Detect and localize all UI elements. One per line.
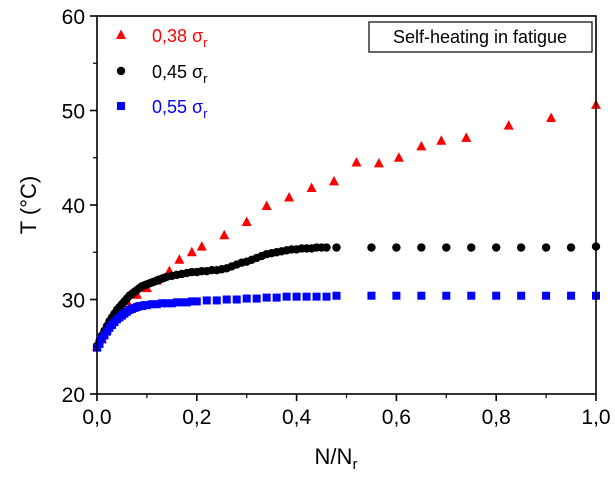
data-point <box>322 243 331 252</box>
y-tick-label: 60 <box>62 6 85 29</box>
data-point <box>302 292 311 301</box>
data-point <box>152 300 161 309</box>
x-tick-label: 1,0 <box>581 406 610 429</box>
data-point <box>262 293 271 302</box>
data-point <box>261 200 272 210</box>
data-point <box>147 300 156 309</box>
y-axis-label: T (°C) <box>16 176 41 235</box>
data-point <box>177 298 186 307</box>
data-point <box>467 291 476 300</box>
data-point <box>182 298 191 307</box>
data-point <box>542 291 551 300</box>
data-point <box>392 243 401 252</box>
data-point <box>393 152 404 162</box>
data-point <box>196 241 207 251</box>
legend-marker <box>116 66 126 76</box>
x-tick-label: 0,8 <box>482 406 511 429</box>
legend: 0,38 σr 0,45 σr 0,55 σr <box>116 26 208 121</box>
data-point <box>174 254 185 264</box>
data-point <box>503 120 514 130</box>
data-point <box>517 291 526 300</box>
y-tick-label: 30 <box>62 290 85 313</box>
y-tick-label: 20 <box>62 384 85 407</box>
series-square <box>93 291 600 352</box>
data-point <box>461 132 472 142</box>
data-point <box>322 292 331 301</box>
data-point <box>442 291 451 300</box>
data-point <box>95 339 104 348</box>
data-point <box>442 243 451 252</box>
data-point <box>332 291 341 300</box>
data-point <box>367 243 376 252</box>
data-point <box>202 296 211 305</box>
data-point <box>566 243 576 252</box>
data-point <box>272 293 281 302</box>
data-point <box>284 191 295 202</box>
data-point <box>157 299 166 308</box>
data-point <box>329 175 340 186</box>
data-point <box>186 246 197 257</box>
data-point <box>351 156 362 167</box>
x-tick-label: 0,4 <box>282 406 312 429</box>
chart-title: Self-heating in fatigue <box>393 27 567 47</box>
data-point <box>417 243 426 252</box>
data-point <box>212 296 221 305</box>
data-point <box>417 291 426 300</box>
data-point <box>416 140 427 151</box>
data-point <box>332 243 341 252</box>
data-point <box>167 299 176 308</box>
data-point <box>436 135 447 145</box>
y-tick-label: 50 <box>62 101 85 124</box>
x-tick-label: 0,2 <box>182 406 211 429</box>
data-point <box>492 291 501 300</box>
legend-label: 0,38 σr <box>152 26 208 50</box>
data-point <box>546 112 557 123</box>
data-point <box>162 299 171 308</box>
data-point <box>219 229 230 240</box>
chart-title-box: Self-heating in fatigue <box>368 21 593 53</box>
data-point <box>516 243 526 252</box>
data-marks <box>92 99 601 352</box>
data-point <box>373 157 384 168</box>
data-point <box>241 216 252 227</box>
axis-ticks: 0,0 0,2 0,4 0,6 0,8 1,0 20 30 40 50 60 <box>62 6 611 429</box>
data-point <box>541 243 551 252</box>
legend-label: 0,55 σr <box>152 97 208 121</box>
data-point <box>306 182 317 192</box>
data-point <box>172 298 181 307</box>
x-tick-label: 0,0 <box>82 406 111 429</box>
data-point <box>232 295 241 304</box>
x-tick-label: 0,6 <box>382 406 411 429</box>
data-point <box>187 297 196 306</box>
data-point <box>367 291 376 300</box>
legend-label: 0,45 σr <box>152 62 208 86</box>
data-point <box>222 295 231 304</box>
data-point <box>567 291 576 300</box>
data-point <box>312 292 321 301</box>
data-point <box>252 294 261 303</box>
data-point <box>242 294 251 303</box>
legend-marker <box>116 29 126 39</box>
data-point <box>282 292 291 301</box>
data-point <box>392 291 401 300</box>
x-axis-label: N/Nr <box>315 444 358 473</box>
data-point <box>492 243 501 252</box>
data-point <box>192 297 201 306</box>
series-triangle <box>92 99 601 351</box>
data-point <box>142 301 151 310</box>
data-point <box>467 243 476 252</box>
data-point <box>292 292 301 301</box>
legend-marker <box>117 102 125 110</box>
y-tick-label: 40 <box>62 195 85 218</box>
